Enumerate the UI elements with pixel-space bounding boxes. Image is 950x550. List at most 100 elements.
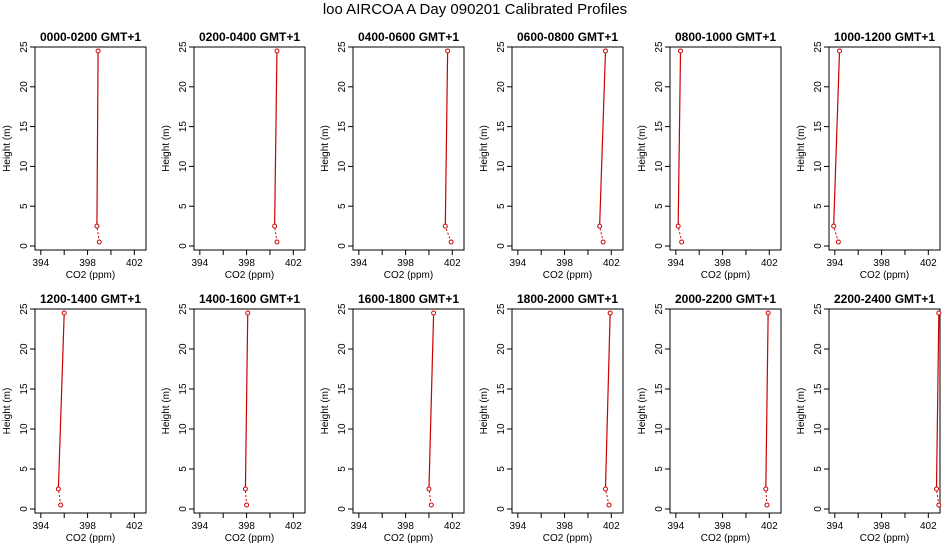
profile-point — [602, 486, 608, 492]
y-tick-label: 20 — [337, 343, 348, 355]
panel-title: 1800-2000 GMT+1 — [517, 292, 618, 306]
profile-segment-lower — [96, 226, 100, 243]
profile-point — [597, 223, 603, 229]
x-tick-label: 402 — [285, 521, 302, 532]
profile-segment-upper — [96, 50, 99, 227]
x-axis-label: CO2 (ppm) — [225, 270, 274, 281]
x-tick-label: 394 — [191, 521, 208, 532]
profile-point — [242, 486, 248, 492]
x-tick-label: 394 — [191, 258, 208, 269]
x-tick-label: 402 — [126, 258, 143, 269]
y-tick-label: 20 — [19, 343, 30, 355]
x-axis-label: CO2 (ppm) — [384, 533, 433, 544]
x-axis-label: CO2 (ppm) — [543, 270, 592, 281]
x-tick-label: 394 — [350, 258, 367, 269]
profile-point — [606, 502, 612, 508]
y-tick-label: 10 — [19, 160, 30, 172]
profile-segment-upper — [428, 312, 435, 490]
profile-point — [837, 48, 843, 54]
panel-title: 1600-1800 GMT+1 — [358, 292, 459, 306]
chart-main-title: loo AIRCOA A Day 090201 Calibrated Profi… — [322, 1, 628, 18]
y-axis-label: Height (m) — [320, 125, 331, 172]
y-tick-label: 5 — [654, 203, 665, 209]
profile-segment-lower — [274, 226, 278, 243]
y-tick-label: 25 — [813, 303, 824, 315]
panel-frame — [193, 46, 306, 251]
profile-segment-lower — [444, 225, 452, 243]
y-axis-label: Height (m) — [2, 125, 13, 172]
y-tick-label: 0 — [337, 506, 348, 512]
profile-point — [831, 223, 837, 229]
y-tick-label: 0 — [337, 243, 348, 249]
y-tick-label: 25 — [813, 41, 824, 53]
x-tick-label: 398 — [238, 521, 255, 532]
x-axis-label: CO2 (ppm) — [225, 533, 274, 544]
panel-title: 0200-0400 GMT+1 — [199, 30, 300, 44]
y-tick-label: 20 — [496, 81, 507, 93]
y-tick-label: 15 — [337, 121, 348, 133]
x-tick-label: 402 — [603, 258, 620, 269]
y-tick-label: 25 — [337, 303, 348, 315]
x-tick-label: 402 — [126, 521, 143, 532]
y-axis-label: Height (m) — [161, 125, 172, 172]
y-axis-label: Height (m) — [479, 388, 490, 435]
profile-segment-lower — [936, 488, 940, 506]
profile-segment-upper — [444, 50, 449, 227]
x-tick-label: 398 — [556, 258, 573, 269]
y-tick-label: 15 — [496, 121, 507, 133]
y-tick-label: 20 — [337, 81, 348, 93]
profile-point — [675, 223, 681, 229]
x-axis-label: CO2 (ppm) — [543, 533, 592, 544]
y-axis-label: Height (m) — [2, 388, 13, 435]
profile-segment-lower — [57, 488, 62, 506]
profile-point — [272, 223, 278, 229]
y-tick-label: 20 — [178, 81, 189, 93]
y-tick-label: 15 — [496, 383, 507, 395]
x-axis-label: CO2 (ppm) — [66, 270, 115, 281]
y-tick-label: 15 — [654, 383, 665, 395]
profile-segment-upper — [765, 312, 769, 490]
y-tick-label: 0 — [654, 506, 665, 512]
y-tick-label: 25 — [19, 303, 30, 315]
y-tick-label: 5 — [337, 466, 348, 472]
profile-point — [607, 310, 613, 316]
profile-point — [602, 48, 608, 54]
x-tick-label: 398 — [714, 258, 731, 269]
y-tick-label: 10 — [654, 423, 665, 435]
panel-frame — [352, 308, 465, 514]
profile-point — [763, 486, 769, 492]
y-tick-label: 5 — [654, 466, 665, 472]
x-tick-label: 398 — [397, 258, 414, 269]
profile-point — [936, 502, 942, 508]
y-tick-label: 20 — [654, 343, 665, 355]
profile-segment-upper — [57, 312, 65, 490]
x-tick-label: 394 — [350, 521, 367, 532]
panel-title: 1400-1600 GMT+1 — [199, 292, 300, 306]
profile-segment-lower — [604, 488, 610, 506]
x-tick-label: 398 — [873, 521, 890, 532]
y-tick-label: 5 — [813, 203, 824, 209]
y-tick-label: 25 — [19, 41, 30, 53]
panel-frame — [511, 308, 624, 514]
x-axis-label: CO2 (ppm) — [860, 270, 909, 281]
profile-segment-upper — [604, 312, 611, 490]
profile-point — [58, 502, 64, 508]
panel-title: 0400-0600 GMT+1 — [358, 30, 459, 44]
profile-segment-upper — [274, 50, 278, 227]
y-axis-label: Height (m) — [796, 388, 807, 435]
x-axis-label: CO2 (ppm) — [384, 270, 433, 281]
x-tick-label: 398 — [79, 521, 96, 532]
y-tick-label: 5 — [813, 466, 824, 472]
x-tick-label: 398 — [397, 521, 414, 532]
x-axis-label: CO2 (ppm) — [860, 533, 909, 544]
panel-frame — [828, 308, 941, 514]
y-axis-label: Height (m) — [320, 388, 331, 435]
x-axis-label: CO2 (ppm) — [701, 270, 750, 281]
y-tick-label: 20 — [19, 81, 30, 93]
x-tick-label: 398 — [556, 521, 573, 532]
profile-point — [764, 502, 770, 508]
y-tick-label: 25 — [496, 41, 507, 53]
profile-point — [600, 239, 606, 245]
panel-title: 0800-1000 GMT+1 — [675, 30, 776, 44]
profile-point — [426, 486, 432, 492]
